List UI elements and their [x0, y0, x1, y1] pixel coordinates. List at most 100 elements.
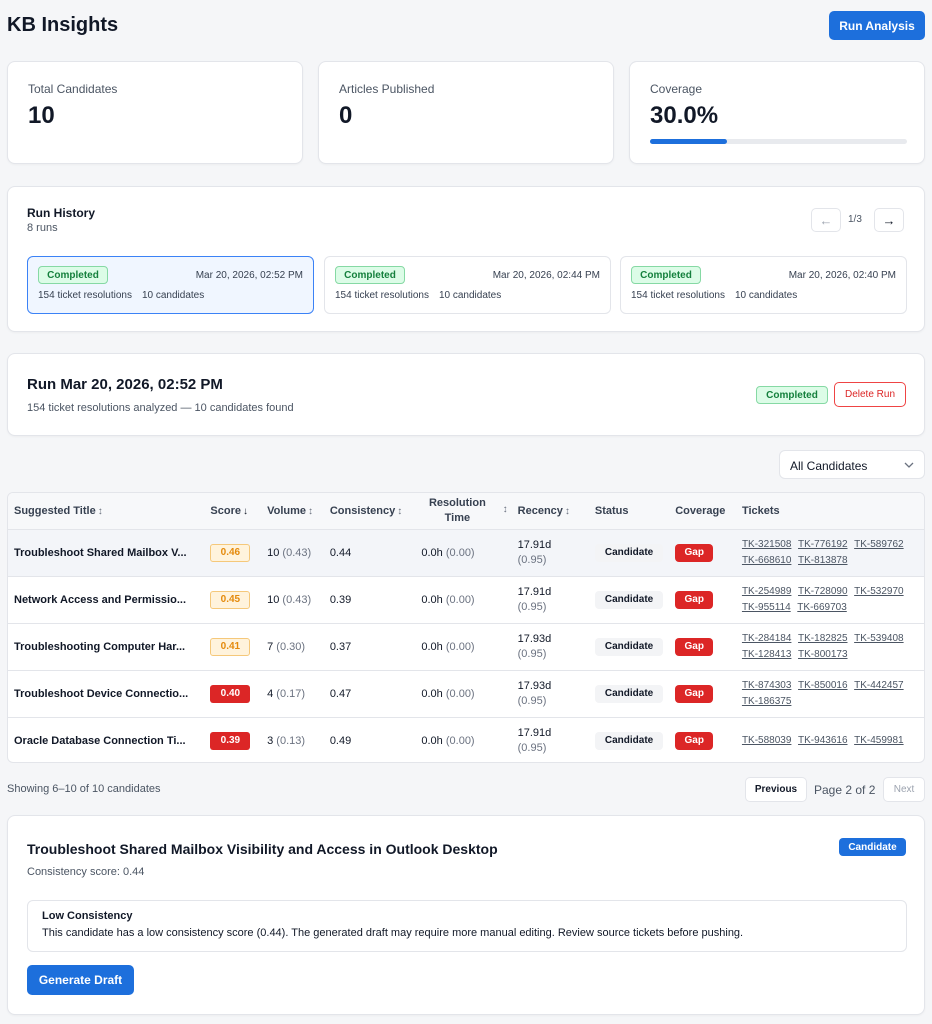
- sort-icon: ↕: [308, 505, 314, 517]
- status-badge: Completed: [38, 266, 108, 284]
- coverage-gap-chip: Gap: [675, 637, 714, 656]
- generate-draft-button[interactable]: Generate Draft: [27, 965, 134, 995]
- cell-coverage: Gap: [669, 529, 736, 577]
- ticket-link[interactable]: TK-850016: [798, 679, 848, 691]
- candidate-title-text: Troubleshooting Computer Har...: [14, 640, 186, 653]
- ticket-link[interactable]: TK-182825: [798, 632, 848, 644]
- cell-volume: 10 (0.43): [261, 529, 324, 577]
- cell-coverage: Gap: [669, 717, 736, 762]
- stat-label: Articles Published: [339, 82, 435, 96]
- coverage-progress-fill: [650, 139, 728, 144]
- run-card[interactable]: Completed Mar 20, 2026, 02:52 PM 154 tic…: [27, 256, 314, 314]
- cell-resolution: 0.0h (0.00): [415, 623, 512, 671]
- cell-score: 0.41: [204, 623, 262, 671]
- cell-title: Troubleshooting Computer Har...: [8, 623, 205, 671]
- history-next-button[interactable]: →: [874, 208, 904, 232]
- volume-value: 10: [267, 546, 280, 559]
- table-row[interactable]: Troubleshooting Computer Har... 0.41 7 (0.…: [8, 623, 924, 671]
- volume-sub: (0.13): [276, 734, 306, 747]
- resolution-value: 0.0h: [421, 593, 443, 606]
- ticket-link[interactable]: TK-668610: [741, 554, 792, 566]
- cell-tickets: TK-321508 TK-776192 TK-589762 TK-668610 …: [735, 529, 924, 577]
- col-header-recency[interactable]: Recency ↕: [511, 493, 589, 530]
- recency-value: 17.91d: [517, 538, 552, 551]
- cell-score: 0.46: [204, 529, 262, 577]
- coverage-gap-chip: Gap: [675, 731, 714, 750]
- stat-card-articles-published: Articles Published 0: [318, 61, 614, 164]
- ticket-link[interactable]: TK-943616: [798, 734, 848, 746]
- filter-selected-value: All Candidates: [790, 459, 868, 473]
- ticket-link[interactable]: TK-128413: [741, 648, 792, 660]
- ticket-links: TK-254989 TK-728090 TK-532970 TK-955114 …: [742, 584, 920, 616]
- cell-volume: 7 (0.30): [261, 623, 324, 671]
- delete-run-button[interactable]: Delete Run: [834, 382, 906, 407]
- status-badge: Completed: [631, 266, 701, 284]
- coverage-progress-bar: [650, 139, 907, 144]
- sort-icon: ↕: [97, 505, 103, 517]
- run-meta: 154 ticket resolutions 10 candidates: [631, 290, 807, 301]
- cell-status: Candidate: [588, 529, 670, 577]
- cell-recency: 17.91d (0.95): [511, 717, 589, 762]
- cell-status: Candidate: [588, 670, 670, 718]
- col-header-resolution[interactable]: Resolution Time ↕: [415, 493, 512, 530]
- cell-status: Candidate: [588, 576, 670, 624]
- run-status-badge: Completed: [756, 386, 828, 404]
- ticket-link[interactable]: TK-254989: [741, 585, 792, 597]
- col-header-score[interactable]: Score ↓: [204, 493, 262, 530]
- ticket-link[interactable]: TK-813878: [798, 554, 848, 566]
- table-row[interactable]: Troubleshoot Device Connectio... 0.40 4 (0…: [8, 670, 924, 718]
- run-analysis-button[interactable]: Run Analysis: [829, 11, 925, 40]
- resolution-sub: (0.00): [445, 593, 475, 606]
- ticket-link[interactable]: TK-589762: [854, 538, 904, 550]
- ticket-link[interactable]: TK-459981: [854, 734, 904, 746]
- cell-consistency: 0.44: [323, 529, 416, 577]
- ticket-link[interactable]: TK-186375: [741, 695, 792, 707]
- resolution-value: 0.0h: [421, 546, 443, 559]
- ticket-link[interactable]: TK-284184: [741, 632, 792, 644]
- history-prev-button[interactable]: ←: [811, 208, 841, 232]
- recency-sub: (0.95): [517, 600, 547, 613]
- ticket-link[interactable]: TK-321508: [741, 538, 792, 550]
- col-header-title[interactable]: Suggested Title ↕: [8, 493, 205, 530]
- table-row[interactable]: Network Access and Permissio... 0.45 10 (0…: [8, 576, 924, 624]
- ticket-link[interactable]: TK-539408: [854, 632, 904, 644]
- ticket-link[interactable]: TK-776192: [798, 538, 848, 550]
- run-card[interactable]: Completed Mar 20, 2026, 02:44 PM 154 tic…: [324, 256, 611, 314]
- run-date: Mar 20, 2026, 02:40 PM: [788, 270, 896, 281]
- volume-value: 10: [267, 593, 280, 606]
- run-resolutions: 154 ticket resolutions: [631, 290, 725, 301]
- run-history-panel: Run History 8 runs ← 1/3 → Completed Mar…: [7, 186, 925, 332]
- history-page-indicator: 1/3: [848, 214, 862, 225]
- ticket-link[interactable]: TK-800173: [798, 648, 848, 660]
- cell-status: Candidate: [588, 623, 670, 671]
- ticket-link[interactable]: TK-728090: [798, 585, 848, 597]
- ticket-link[interactable]: TK-669703: [797, 601, 847, 613]
- ticket-link[interactable]: TK-588039: [741, 734, 792, 746]
- run-date: Mar 20, 2026, 02:44 PM: [492, 270, 600, 281]
- arrow-left-icon: ←: [819, 212, 833, 228]
- stat-label: Total Candidates: [28, 82, 118, 96]
- cell-consistency: 0.39: [323, 576, 416, 624]
- volume-sub: (0.43): [282, 593, 312, 606]
- next-page-button[interactable]: Next: [883, 777, 925, 802]
- table-row[interactable]: Troubleshoot Shared Mailbox V... 0.46 10 (…: [8, 529, 924, 577]
- candidates-table: Suggested Title ↕ Score ↓ Volume ↕ Consiste…: [8, 493, 924, 762]
- cell-volume: 4 (0.17): [261, 670, 324, 718]
- ticket-link[interactable]: TK-442457: [854, 679, 904, 691]
- recency-sub: (0.95): [517, 553, 547, 566]
- resolution-sub: (0.00): [445, 687, 475, 700]
- sort-desc-icon: ↓: [242, 505, 248, 517]
- run-card[interactable]: Completed Mar 20, 2026, 02:40 PM 154 tic…: [620, 256, 907, 314]
- ticket-link[interactable]: TK-955114: [741, 601, 791, 613]
- previous-page-button[interactable]: Previous: [745, 777, 807, 802]
- cell-title: Troubleshoot Device Connectio...: [8, 670, 205, 718]
- resolution-sub: (0.00): [445, 546, 475, 559]
- col-header-consistency[interactable]: Consistency ↕: [323, 493, 416, 530]
- ticket-link[interactable]: TK-532970: [854, 585, 904, 597]
- candidate-title-text: Network Access and Permissio...: [14, 593, 186, 606]
- ticket-link[interactable]: TK-874303: [741, 679, 792, 691]
- col-header-volume[interactable]: Volume ↕: [261, 493, 324, 530]
- candidate-consistency: Consistency score: 0.44: [27, 866, 145, 878]
- table-row[interactable]: Oracle Database Connection Ti... 0.39 3 (0…: [8, 717, 924, 762]
- candidate-filter-select[interactable]: All Candidates: [779, 450, 925, 479]
